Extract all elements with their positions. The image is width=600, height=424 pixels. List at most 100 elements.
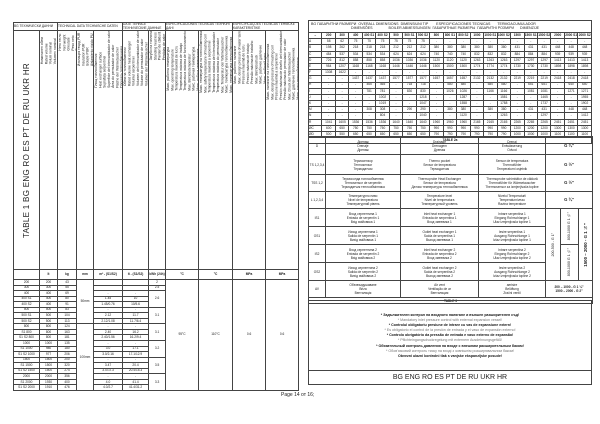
column-header: Макс. работна температура Max. operating… xyxy=(165,30,200,270)
table-row: N - - - -804- -1040- -1120- -1263- -1297- -1412 xyxy=(307,112,592,120)
cell: 10/5.6 xyxy=(122,301,150,308)
connection-description-bg: Температурно ниво Nivel de temperatura Т… xyxy=(325,191,401,209)
column-header: Загуби на топлина Standing heat loss Pie… xyxy=(148,30,167,270)
table-row: S1 1000 980 180 3.0 17.1 xyxy=(13,345,299,353)
table-row: S1 S2 1500 1500 274 3.47/2.3 20.4/15.3 xyxy=(13,367,299,375)
unit-cell: m² - (S1/S2) xyxy=(92,269,124,280)
max-temp-cell: 95°C xyxy=(165,279,200,391)
connection-description-en: Thermo pocket Sensor de temperatura Терм… xyxy=(400,154,479,175)
cell: 181 xyxy=(57,334,77,341)
connection-description-bg: Изход серпентина 1 Salida de serpentín 1… xyxy=(325,226,401,245)
coil-size-mid-1: 800-1000 G 1 ¼" xyxy=(560,208,579,245)
column-header-text: Номинален обем Rated volume Volum nomina… xyxy=(40,37,57,65)
table-2a-title: BG ГАБАРИТНИ РАЗМЕРИ OVERALL DIMENSIONS … xyxy=(308,20,592,33)
note-line: * Mandatory inlet pressure control with … xyxy=(397,318,503,323)
column-header: Изолация твърд PUR Insulation PUR Izolaț… xyxy=(76,30,94,270)
cell: 41.4/31.2 xyxy=(122,384,150,391)
connection-description-bg: Обезвъздушаване Briza Вентиляція xyxy=(325,280,401,298)
cell: 17.1 xyxy=(122,345,150,353)
insulation-cell: 100mm xyxy=(76,323,94,391)
coil-size-large-text: 1500 – 2000 - G 1 ½" xyxy=(582,222,588,267)
connection-code: OS1 xyxy=(308,226,326,245)
column-header-text: Макс. работна температура Max. operating… xyxy=(166,31,199,91)
cell: - xyxy=(92,290,124,297)
column-header-text: Изолация твърд PUR Insulation PUR Izolaț… xyxy=(77,32,94,67)
column-header: Макс. температура на топлообменника Max.… xyxy=(198,30,234,270)
language-band-cell: ESPECIFICACIONES TECNICAS ТЕХНІЧНІ ДАНІ xyxy=(165,22,234,31)
connection-description-en: Outlet heat exchanger 2 Saída de serpent… xyxy=(400,262,479,281)
max-coil-temp-cell: 110°C xyxy=(198,279,234,391)
cell: 80 xyxy=(57,295,77,303)
cell: 41.4 xyxy=(122,378,150,386)
table-row: 1500 1500 200- -3.5 xyxy=(13,356,299,375)
table-row: 500 S2 500 113 2.12/1.08 11.7/6.4 xyxy=(13,317,299,325)
connection-description-en: Thermoprobe Heat Exchanger Sensor de tem… xyxy=(400,174,479,192)
table-row: S1 S2 1000 977 206 3.0/2.16 17.1/12.9 xyxy=(13,351,299,358)
table-row: 200 200 43 50mm 2 95°C 110°C 0.6 0.6 xyxy=(13,278,300,391)
table-row: 400 400 69- -2.6 xyxy=(13,290,299,308)
note-line: * Обов'язковий контроль тиску на вході з… xyxy=(385,348,515,353)
insulation-cell: 50mm xyxy=(76,278,94,325)
cell: 274 xyxy=(57,367,77,375)
notes-box: * Задължителен контрол на входното наляг… xyxy=(308,300,592,385)
cell xyxy=(92,279,124,286)
connection-code: D xyxy=(308,136,326,155)
connection-description-ro: Nivelul Temperaturii Temperaturniveau Ra… xyxy=(478,191,546,209)
coil-size-large: 1500 – 2000 - G 1 ½" xyxy=(577,208,594,281)
connection-row: AV Обезвъздушаване Briza Вентиляція Air ve… xyxy=(308,280,594,298)
coil-size-mid-2-text: 800-1000 G 1 ¼" xyxy=(567,248,572,277)
column-header-text: Загуби на топлина Standing heat loss Pie… xyxy=(149,31,166,61)
cell: 2.40 xyxy=(92,328,124,336)
heat-loss-cell: 2.6 xyxy=(148,290,167,308)
column-header-text: Макс. работно налягане Max. design press… xyxy=(233,31,266,84)
language-band-cell: TECHNICAL DATA TECHNISCHE DATEN xyxy=(56,22,124,31)
connection-row: D Дренаж Drenaje Дренаж Drainage Drenagem … xyxy=(308,136,594,155)
connection-code: AV xyxy=(308,280,326,298)
cell: 2.40/1.56 xyxy=(92,334,124,341)
cell: 200 xyxy=(57,356,77,364)
cell: 104 xyxy=(57,312,77,319)
cell: 206 xyxy=(57,351,77,358)
connection-description-en: Temperature level Nível de temperatura Т… xyxy=(400,191,479,209)
unit-cell: MPa xyxy=(232,269,267,280)
cell: 3.47/2.3 xyxy=(92,367,124,375)
pressure-control-notes: * Задължителен контрол на входното наляг… xyxy=(309,313,591,359)
table-row: B 198 262 218 218 218 212 212 212 380 380 380 380 380… xyxy=(307,44,592,52)
units-row: lt kg mm m² - (S1/S2) lt - (S1/S2) kWh (24h) °… xyxy=(13,269,300,280)
cell: - xyxy=(92,373,124,380)
table-row: 300 300 55 2.5 xyxy=(13,284,299,292)
column-header: Площ топлообменник Heat exchanger surfac… xyxy=(92,30,124,270)
table-row: 500 S1 500 104 2.12 11.7 xyxy=(13,312,299,319)
connection-row: OS1 Изход серпентина 1 Salida de serpentí… xyxy=(308,226,593,245)
column-header-text: Нето тегло Net weight Greutate Peso neto… xyxy=(58,33,76,51)
connection-code: L 1,2,3,4 xyxy=(308,191,326,209)
connection-row: TSS 1,2 Термосонда топлообменник Termosen… xyxy=(308,174,594,192)
language-band-cell: BG ТЕХНИЧЕСКИ ДАННИ xyxy=(13,22,58,31)
heat-loss-cell: 3.1 xyxy=(148,306,167,325)
language-band-cell: DATE TEHNICE ТЕХНИЧЕСКИЕ ДАННЫЕ xyxy=(122,22,167,31)
connection-size: 200 – 1000 - G 1 ¼" 1500 – 2000 - G 2" xyxy=(544,280,594,298)
table-row: 1000 1000 135- -3.2 xyxy=(13,340,299,358)
coil-size-mid-1-text: 800-1000 G 1 ¼" xyxy=(567,212,572,241)
table-row: I - - -781 781-830 830-1026 1026-1166 1166-1081… xyxy=(307,87,592,95)
cell: 10 xyxy=(122,295,150,303)
language-band-row: BG ТЕХНИЧЕСКИ ДАННИ TECHNICAL DATA TECHNI… xyxy=(13,22,300,31)
connection-size: G ¾" xyxy=(544,136,594,155)
table-row: E 984 1207 1168 1168 1168 1446 1446 1446 1500 1500… xyxy=(307,62,592,71)
cell: 11.7/6.4 xyxy=(122,317,150,325)
connection-description-en: Inlet heat exchanger 1 Entrada de serpen… xyxy=(400,208,479,227)
connection-row: IS2 Вход серпентина 2 Entrada de serpentí… xyxy=(308,244,593,281)
table-title: TABLE 1 BG ENG RO ES PT DE RU UKR HR xyxy=(21,62,31,238)
cell: 163 xyxy=(57,328,77,336)
technical-data-table: BG ТЕХНИЧЕСКИ ДАННИ TECHNICAL DATA TECHNI… xyxy=(13,22,300,391)
cell: 4.0 xyxy=(92,378,124,386)
unit-cell: mm xyxy=(76,269,94,280)
heat-loss-cell: 3.1 xyxy=(148,323,167,342)
table-row: S1 S2 2000 1910 476 4.0/2.7 41.4/31.2 xyxy=(13,384,299,391)
column-header: Нето тегло Net weight Greutate Peso neto… xyxy=(57,30,77,270)
connection-description-ro: Iesire serpentina 1 Ausgang Rohrschlange… xyxy=(478,226,546,245)
table-2a-overall-dimensions: BG ГАБАРИТНИ РАЗМЕРИ OVERALL DIMENSIONS … xyxy=(307,20,592,145)
connection-description-ro: Intrare serpentina 1 Eingang Rohrschlang… xyxy=(478,208,546,227)
cell: 135 xyxy=(57,340,77,347)
note-line: * Обязательный контроль давления на вход… xyxy=(376,343,524,348)
